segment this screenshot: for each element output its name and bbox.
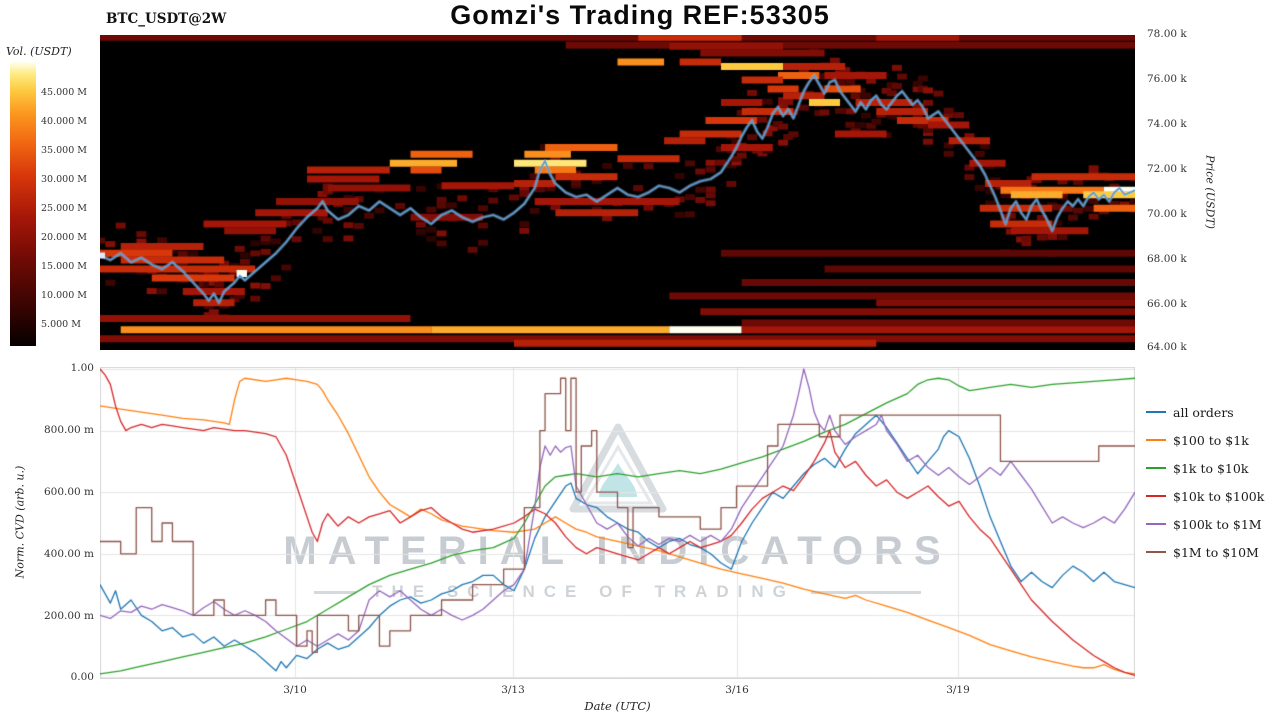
price-tick-label: 66.00 k bbox=[1147, 298, 1187, 310]
price-tick-label: 68.00 k bbox=[1147, 253, 1187, 265]
legend-label: $1k to $10k bbox=[1173, 460, 1249, 476]
colorbar-tick-label: 35.000 M bbox=[41, 145, 87, 156]
cvd-x-tick-label: 3/10 bbox=[283, 684, 307, 696]
price-tick-label: 72.00 k bbox=[1147, 163, 1187, 175]
legend-item: $100k to $1M bbox=[1146, 510, 1264, 538]
colorbar-tick-label: 45.000 M bbox=[41, 87, 87, 98]
cvd-y-axis-label: Norm. CVD (arb. u.) bbox=[13, 465, 27, 579]
legend-line-swatch bbox=[1146, 523, 1166, 525]
legend-item: $1k to $10k bbox=[1146, 454, 1264, 482]
colorbar-tick-label: 40.000 M bbox=[41, 116, 87, 127]
price-tick-label: 74.00 k bbox=[1147, 118, 1187, 130]
volume-colorbar bbox=[10, 62, 36, 346]
cvd-y-tick-label: 200.00 m bbox=[43, 610, 94, 622]
legend-label: $100k to $1M bbox=[1173, 516, 1262, 532]
colorbar-tick-label: 30.000 M bbox=[41, 174, 87, 185]
colorbar-axis-label: Vol. (USDT) bbox=[6, 45, 72, 58]
legend-line-swatch bbox=[1146, 467, 1166, 469]
legend-line-swatch bbox=[1146, 495, 1166, 497]
cvd-x-tick-label: 3/16 bbox=[725, 684, 749, 696]
cvd-y-tick-label: 0.00 bbox=[70, 671, 94, 683]
legend-item: $10k to $100k bbox=[1146, 482, 1264, 510]
price-tick-label: 64.00 k bbox=[1147, 341, 1187, 353]
liquidity-heatmap-chart bbox=[100, 35, 1135, 350]
colorbar-tick-label: 25.000 M bbox=[41, 203, 87, 214]
legend-item: all orders bbox=[1146, 398, 1264, 426]
colorbar-tick-label: 5.000 M bbox=[41, 319, 81, 330]
legend-label: all orders bbox=[1173, 404, 1234, 420]
legend: all orders $100 to $1k $1k to $10k $10k … bbox=[1146, 398, 1264, 566]
price-tick-label: 76.00 k bbox=[1147, 73, 1187, 85]
legend-line-swatch bbox=[1146, 411, 1166, 413]
price-axis-label: Price (USDT) bbox=[1203, 155, 1217, 229]
legend-line-swatch bbox=[1146, 551, 1166, 553]
cvd-y-tick-label: 800.00 m bbox=[43, 424, 94, 436]
cvd-x-tick-label: 3/19 bbox=[946, 684, 970, 696]
legend-label: $100 to $1k bbox=[1173, 432, 1249, 448]
price-tick-label: 78.00 k bbox=[1147, 28, 1187, 40]
price-tick-label: 70.00 k bbox=[1147, 208, 1187, 220]
legend-label: $10k to $100k bbox=[1173, 488, 1265, 504]
cvd-x-tick-label: 3/13 bbox=[501, 684, 525, 696]
page-title: Gomzi's Trading REF:53305 bbox=[450, 0, 830, 30]
cvd-x-axis-label: Date (UTC) bbox=[584, 699, 651, 713]
cvd-y-tick-label: 600.00 m bbox=[43, 486, 94, 498]
legend-label: $1M to $10M bbox=[1173, 544, 1259, 560]
legend-item: $1M to $10M bbox=[1146, 538, 1264, 566]
normalized-cvd-chart bbox=[100, 367, 1135, 679]
colorbar-tick-label: 10.000 M bbox=[41, 290, 87, 301]
legend-item: $100 to $1k bbox=[1146, 426, 1264, 454]
colorbar-tick-label: 20.000 M bbox=[41, 232, 87, 243]
symbol-label: BTC_USDT@2W bbox=[106, 11, 227, 27]
cvd-y-tick-label: 1.00 bbox=[70, 362, 94, 374]
cvd-y-tick-label: 400.00 m bbox=[43, 548, 94, 560]
legend-line-swatch bbox=[1146, 439, 1166, 441]
colorbar-tick-label: 15.000 M bbox=[41, 261, 87, 272]
